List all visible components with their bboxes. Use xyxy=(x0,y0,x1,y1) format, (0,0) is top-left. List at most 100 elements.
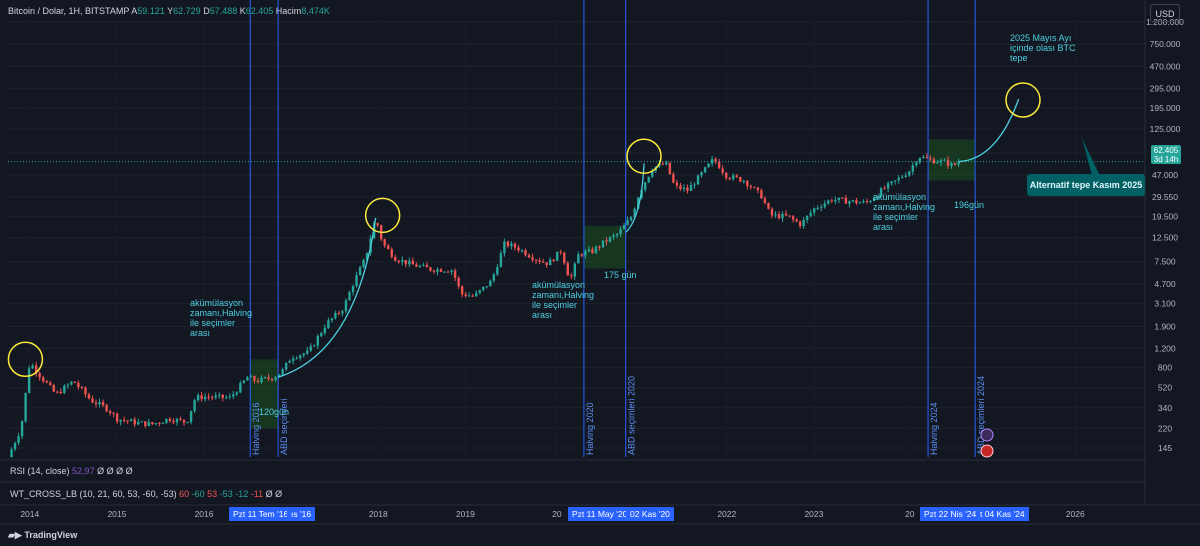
candle-body xyxy=(851,200,855,202)
candle-body xyxy=(580,254,584,256)
candle-body xyxy=(144,421,147,426)
candle-body xyxy=(531,257,534,260)
candle-body xyxy=(158,423,161,425)
candle-body xyxy=(672,174,675,183)
currency-button[interactable]: USD xyxy=(1150,4,1180,22)
wt-legend[interactable]: WT_CROSS_LB (10, 21, 60, 53, -60, -53) 6… xyxy=(10,489,282,499)
brand-label: TradingView xyxy=(24,530,78,540)
candle-body xyxy=(376,223,379,226)
y-tick-label: 1.900 xyxy=(1154,322,1176,332)
wt-v7: Ø Ø xyxy=(265,489,283,499)
low-label: D xyxy=(203,6,210,16)
x-tick-label: 2023 xyxy=(804,509,823,519)
candle-body xyxy=(355,275,358,287)
x-tick-label: 2014 xyxy=(20,509,39,519)
candle-body xyxy=(485,286,488,288)
candle-body xyxy=(225,397,228,399)
open-label: A xyxy=(131,6,138,16)
candle-body xyxy=(837,197,841,201)
candle-body xyxy=(577,254,580,264)
projection-note: 2025 Mayıs Ayı içinde olası BTC tepe xyxy=(1010,33,1076,63)
candle-body xyxy=(957,162,960,165)
candle-body xyxy=(299,355,302,359)
y-tick-label: 220 xyxy=(1158,423,1172,433)
candle-body xyxy=(693,184,696,186)
candle-body xyxy=(260,377,263,383)
low-value: 57.488 xyxy=(209,6,238,16)
candle-body xyxy=(147,422,151,426)
candle-body xyxy=(791,216,795,220)
date-tag-election-2024: t 04 Kas '24 xyxy=(976,507,1029,521)
candle-body xyxy=(475,292,478,297)
symbol-header: Bitcoin / Dolar, 1H, BITSTAMP A59.121 Y6… xyxy=(8,6,330,16)
candle-body xyxy=(401,260,404,263)
candle-body xyxy=(232,394,235,397)
candle-body xyxy=(686,187,689,191)
candle-body xyxy=(306,350,309,354)
candle-body xyxy=(629,217,633,221)
candle-body xyxy=(115,413,119,422)
candle-body xyxy=(809,212,812,216)
candle-body xyxy=(517,247,520,251)
y-tick-label: 295.000 xyxy=(1150,83,1181,93)
y-tick-label: 12.500 xyxy=(1152,233,1178,243)
candle-body xyxy=(816,207,819,209)
candle-body xyxy=(496,267,499,275)
candle-body xyxy=(122,419,126,421)
candle-body xyxy=(98,402,101,405)
y-tick-label: 520 xyxy=(1158,383,1172,393)
candle-body xyxy=(636,197,640,209)
candle-body xyxy=(869,200,872,203)
candle-body xyxy=(214,395,217,398)
candle-body xyxy=(717,161,721,169)
candle-body xyxy=(362,259,365,268)
candle-body xyxy=(478,290,481,293)
x-tick-label: 2018 xyxy=(369,509,388,519)
symbol-title: Bitcoin / Dolar, 1H, BITSTAMP xyxy=(8,6,130,16)
candle-body xyxy=(534,259,538,261)
candle-body xyxy=(207,396,210,398)
candles-group xyxy=(10,153,960,458)
candle-body xyxy=(520,250,524,252)
candle-body xyxy=(168,418,172,422)
candle-body xyxy=(189,410,193,423)
candle-body xyxy=(703,167,707,173)
candle-body xyxy=(527,255,531,258)
candle-body xyxy=(228,396,231,398)
candle-body xyxy=(394,256,397,261)
candle-body xyxy=(453,270,457,278)
candle-body xyxy=(675,182,679,186)
candle-body xyxy=(710,159,714,164)
candle-body xyxy=(552,259,555,261)
candle-body xyxy=(598,246,601,248)
event-line-label: ABD seçimleri xyxy=(279,398,289,455)
candle-body xyxy=(365,252,369,260)
candle-body xyxy=(781,213,784,219)
candle-body xyxy=(619,229,622,235)
candle-body xyxy=(950,163,953,166)
candle-body xyxy=(182,419,186,423)
tradingview-logo[interactable]: ▰▶ TradingView xyxy=(8,530,77,541)
projection-curve-2025 xyxy=(958,98,1020,163)
rsi-legend[interactable]: RSI (14, close) 52,97 Ø Ø Ø Ø xyxy=(10,466,133,476)
candle-body xyxy=(823,203,826,208)
accumulation-note-2020: akümülasyon zamanı,Halving ile seçimler … xyxy=(532,280,595,320)
candle-body xyxy=(108,411,112,413)
high-value: 62.729 xyxy=(173,6,201,16)
candle-body xyxy=(932,159,936,164)
y-tick-label: 47.000 xyxy=(1152,170,1178,180)
candle-body xyxy=(464,294,467,297)
candle-body xyxy=(411,260,415,265)
candle-body xyxy=(277,374,281,378)
candle-body xyxy=(774,214,777,216)
candle-body xyxy=(827,200,830,204)
volume-value: 8,474K xyxy=(301,6,330,16)
candle-body xyxy=(749,185,753,188)
candle-body xyxy=(538,260,541,262)
candle-body xyxy=(242,380,246,383)
flash-icon xyxy=(980,428,994,442)
y-tick-label: 800 xyxy=(1158,362,1172,372)
wt-label: WT_CROSS_LB (10, 21, 60, 53, -60, -53) xyxy=(10,489,177,499)
accumulation-zone xyxy=(583,225,626,269)
